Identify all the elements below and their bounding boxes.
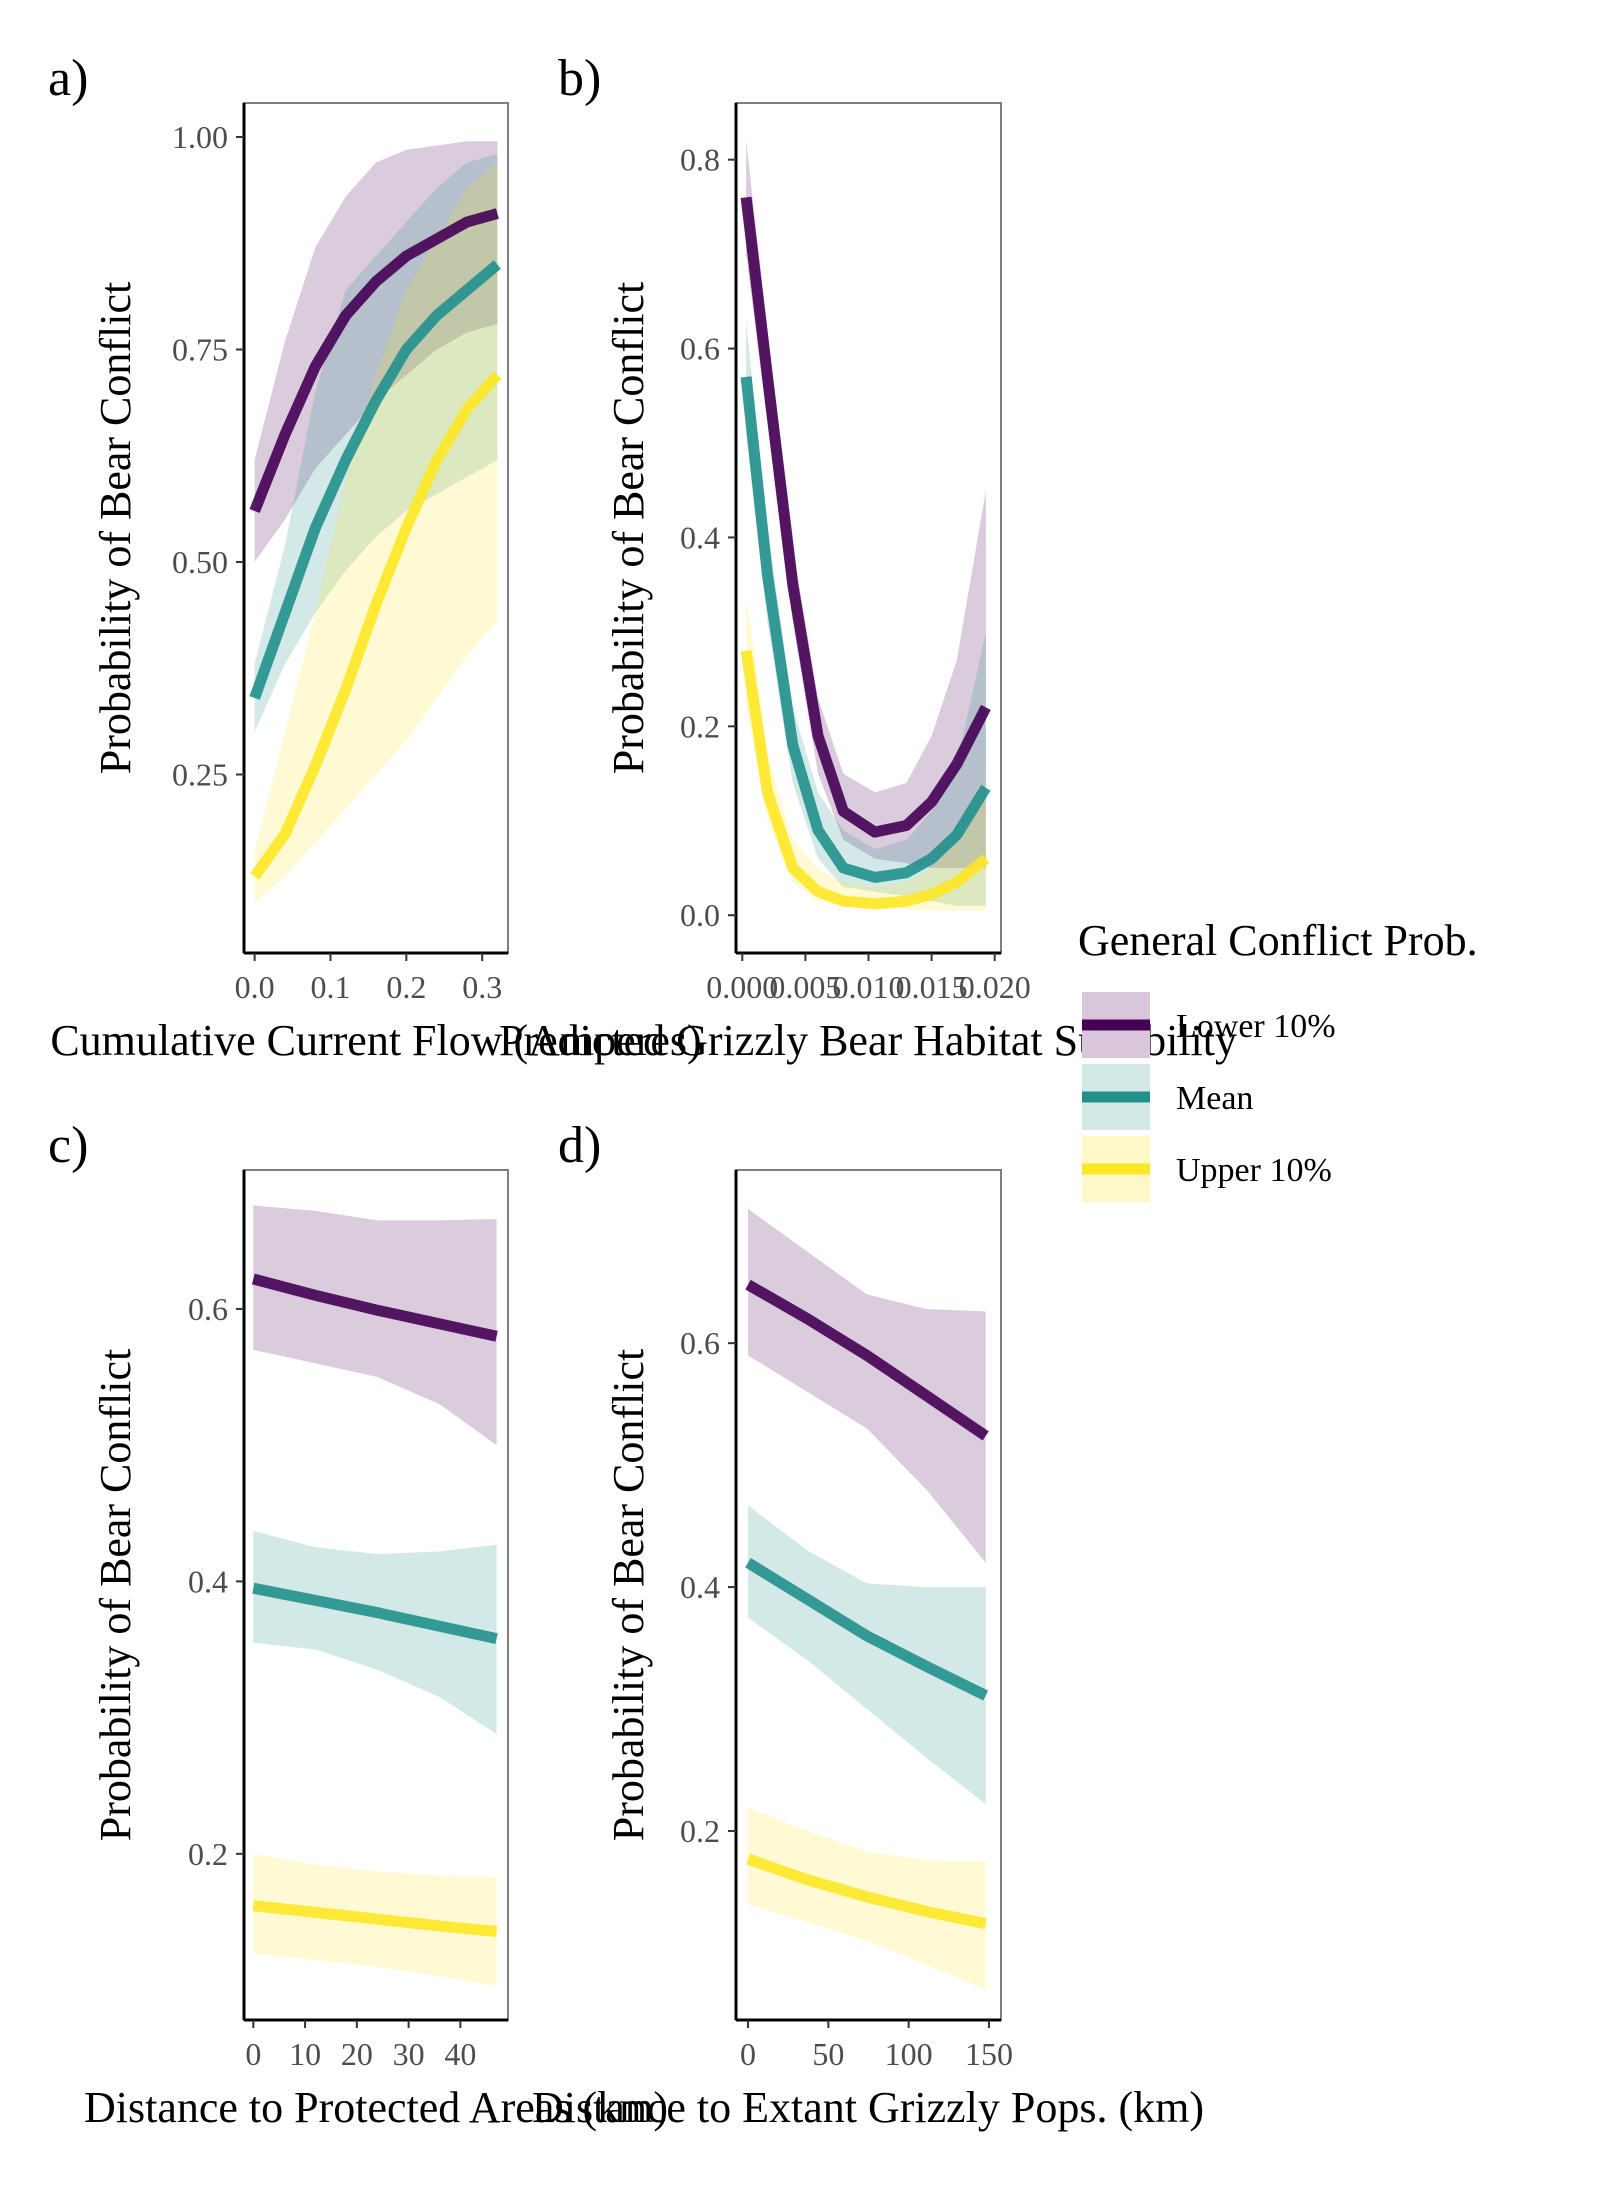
x-axis-title: Distance to Extant Grizzly Pops. (km) (532, 2083, 1204, 2132)
confidence-band-lower-10- (748, 1209, 986, 1563)
x-tick-label: 0.0 (235, 969, 275, 1005)
panel-border (735, 102, 1002, 954)
y-tick-label: 0.2 (680, 1813, 720, 1849)
panel-1: 0.25 0.50 0.75 1.00 0.0 0.1 0.2 0.3 Probability … (48, 50, 702, 1065)
x-tick-label: 0.2 (386, 969, 426, 1005)
y-axis-title: Probability of Bear Conflict (604, 1349, 653, 1841)
series-line-upper-10- (252, 1900, 498, 1937)
panel-4: 0.2 0.4 0.6 0 50 100 150 Probability of Bear Co… (532, 1117, 1204, 2132)
series-line-mean (740, 376, 991, 883)
y-tick-label: 0.75 (172, 332, 228, 368)
x-tick-label: 0.1 (310, 969, 350, 1005)
y-tick-label: 0.50 (172, 544, 228, 580)
confidence-band-upper-10- (254, 162, 498, 902)
x-tick-label: 0.010 (833, 969, 905, 1005)
x-axis-title: Distance to Protected Areas (km) (84, 2083, 668, 2132)
legend-key-mean: Mean (1082, 1064, 1253, 1130)
y-tick-label: 0.4 (680, 1569, 720, 1605)
series-line-upper-10- (740, 649, 990, 910)
x-tick-label: 0.020 (959, 969, 1031, 1005)
panel-border (735, 1169, 1002, 2021)
confidence-band-mean (253, 1531, 497, 1734)
legend-key-lower-10-: Lower 10% (1082, 992, 1336, 1058)
y-tick-label: 0.2 (680, 708, 720, 744)
panel-tag: b) (558, 50, 601, 107)
series-line-mean (252, 1582, 498, 1644)
y-tick-label: 1.00 (172, 119, 228, 155)
series-line-mean (249, 260, 501, 700)
y-axis-title: Probability of Bear Conflict (604, 282, 653, 774)
confidence-band-mean (746, 320, 986, 906)
series-line-lower-10- (740, 196, 991, 838)
y-axis-title: Probability of Bear Conflict (91, 282, 140, 774)
legend-title: General Conflict Prob. (1078, 916, 1478, 965)
panels: 0.25 0.50 0.75 1.00 0.0 0.1 0.2 0.3 Probability … (48, 50, 1237, 2132)
x-tick-label: 0 (245, 2036, 261, 2072)
panel-2: 0.0 0.2 0.4 0.6 0.8 0.0000.0050.0100.0150.020… (499, 50, 1237, 1065)
x-tick-label: 30 (393, 2036, 425, 2072)
series-line-lower-10- (745, 1279, 989, 1441)
legend: General Conflict Prob. Lower 10% Mean Uppe… (1078, 916, 1478, 1202)
legend-label: Mean (1176, 1080, 1253, 1117)
legend-items: Lower 10% Mean Upper 10% (1082, 992, 1336, 1202)
panel-tag: c) (48, 1117, 88, 1174)
x-tick-label: 0.3 (462, 969, 502, 1005)
series-line-lower-10- (249, 208, 499, 514)
confidence-band-mean (254, 154, 498, 732)
x-tick-label: 150 (965, 2036, 1013, 2072)
confidence-band-mean (748, 1505, 986, 1805)
panel-3: 0.2 0.4 0.6 0 10 20 30 40 Probability of Bear Co… (48, 1117, 668, 2132)
y-tick-label: 0.2 (188, 1836, 228, 1872)
y-tick-label: 0.6 (188, 1291, 228, 1327)
confidence-band-lower-10- (253, 1205, 497, 1446)
panel-border (243, 102, 509, 954)
x-tick-label: 0.005 (769, 969, 841, 1005)
confidence-band-lower-10- (254, 141, 498, 563)
x-tick-label: 10 (289, 2036, 321, 2072)
panel-tag: d) (558, 1117, 601, 1174)
x-tick-label: 40 (444, 2036, 476, 2072)
x-tick-label: 0.015 (896, 969, 968, 1005)
x-tick-label: 0 (740, 2036, 756, 2072)
legend-label: Lower 10% (1176, 1008, 1336, 1045)
series-line-upper-10- (746, 1853, 987, 1930)
x-tick-label: 50 (812, 2036, 844, 2072)
y-axis-title: Probability of Bear Conflict (91, 1349, 140, 1841)
y-tick-label: 0.4 (188, 1563, 228, 1599)
x-tick-label: 100 (885, 2036, 933, 2072)
x-axis-title: Cumulative Current Flow (Amperes) (50, 1016, 701, 1065)
series-line-mean (745, 1558, 989, 1701)
y-tick-label: 0.6 (680, 1325, 720, 1361)
legend-label: Upper 10% (1176, 1152, 1332, 1189)
legend-key-upper-10-: Upper 10% (1082, 1136, 1332, 1202)
y-tick-label: 0.4 (680, 519, 720, 555)
y-tick-label: 0.0 (680, 897, 720, 933)
series-line-upper-10- (250, 371, 502, 880)
y-tick-label: 0.6 (680, 331, 720, 367)
y-tick-label: 0.8 (680, 142, 720, 178)
y-tick-label: 0.25 (172, 757, 228, 793)
series-line-lower-10- (251, 1273, 498, 1342)
panel-tag: a) (48, 50, 88, 107)
x-tick-label: 0.000 (706, 969, 778, 1005)
x-tick-label: 20 (341, 2036, 373, 2072)
